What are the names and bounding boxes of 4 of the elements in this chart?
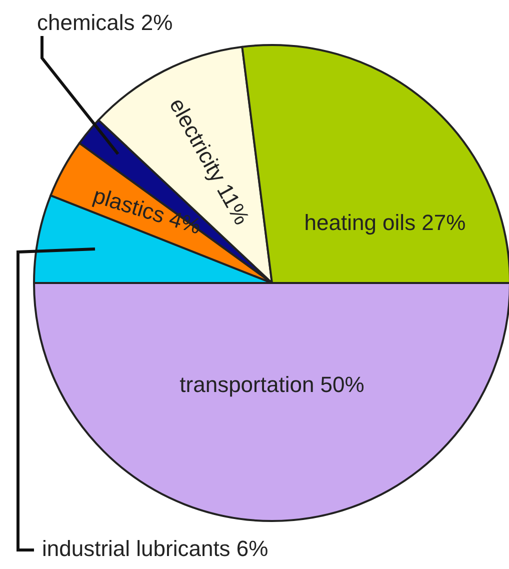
slice-label: heating oils 27%: [304, 210, 466, 235]
slice-label: transportation 50%: [180, 372, 364, 397]
slice-label: industrial lubricants 6%: [42, 536, 268, 561]
slice-label: chemicals 2%: [37, 10, 173, 35]
